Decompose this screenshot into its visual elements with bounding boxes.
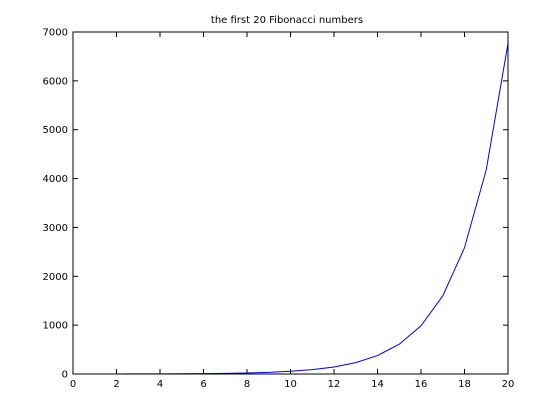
y-tick-label: 3000 bbox=[43, 223, 68, 234]
y-tick-label: 4000 bbox=[43, 174, 68, 185]
x-tick-labels: 0 2 4 6 8 10 12 14 16 18 20 bbox=[70, 379, 515, 390]
x-tick-label: 6 bbox=[200, 379, 206, 390]
y-tick-label: 1000 bbox=[43, 321, 68, 332]
x-tick-label: 4 bbox=[157, 379, 163, 390]
x-tick-label: 16 bbox=[415, 379, 428, 390]
x-tick-label: 14 bbox=[371, 379, 384, 390]
x-tick-label: 0 bbox=[70, 379, 76, 390]
y-tick-label: 2000 bbox=[43, 272, 68, 283]
plot-frame bbox=[72, 31, 509, 375]
chart-title: the first 20 Fibonacci numbers bbox=[211, 15, 363, 26]
x-tick-label: 8 bbox=[244, 379, 250, 390]
x-tick-label: 10 bbox=[284, 379, 297, 390]
x-tick-label: 12 bbox=[328, 379, 341, 390]
x-tick-label: 20 bbox=[502, 379, 515, 390]
y-tick-label: 6000 bbox=[43, 76, 68, 87]
y-tick-label: 5000 bbox=[43, 125, 68, 136]
y-tick-label: 7000 bbox=[43, 28, 68, 39]
plot-area bbox=[73, 32, 508, 374]
x-tick-label: 18 bbox=[458, 379, 471, 390]
x-tick-label: 2 bbox=[113, 379, 119, 390]
y-tick-labels: 0 1000 2000 3000 4000 5000 6000 7000 bbox=[43, 28, 68, 381]
y-tick-label: 0 bbox=[62, 370, 68, 381]
